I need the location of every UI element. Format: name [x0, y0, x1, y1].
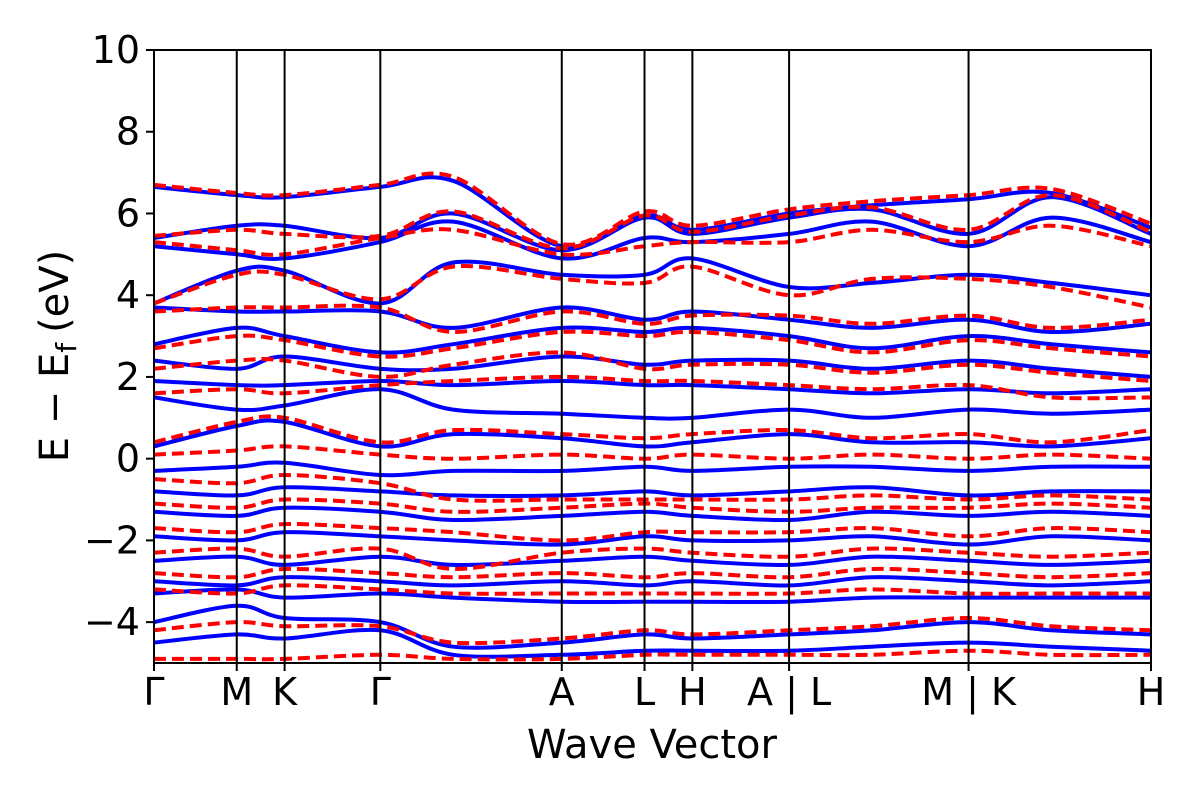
x-tick-label: H	[1137, 670, 1166, 714]
y-axis-label-subscript: f	[50, 342, 83, 353]
x-tick-label: L	[634, 670, 655, 714]
x-tick-label: M	[220, 670, 253, 714]
y-axis-ticks: −4 −2 0 2 4 6 8 10	[84, 28, 154, 644]
y-tick-label: 0	[116, 437, 140, 481]
x-axis-label: Wave Vector	[527, 722, 778, 768]
dashed-band-line	[154, 303, 1151, 335]
y-tick-label: 4	[116, 273, 140, 317]
x-tick-label: Γ	[370, 670, 391, 714]
x-tick-label: A	[549, 670, 575, 714]
y-tick-label: 2	[116, 355, 140, 399]
x-tick-label: Γ	[143, 670, 164, 714]
y-axis-label: E − Ef (eV)	[32, 250, 83, 463]
y-axis-label-unit: (eV)	[32, 250, 78, 333]
y-tick-label: 10	[92, 28, 140, 72]
y-axis-label-main: E − E	[32, 353, 78, 463]
y-tick-label: −2	[84, 518, 140, 562]
x-tick-label: A | L	[747, 670, 831, 715]
x-tick-label: K	[272, 670, 298, 714]
high-symmetry-lines	[235, 50, 970, 663]
y-tick-label: −4	[84, 600, 140, 644]
dashed-band-line	[154, 193, 1151, 251]
plot-frame	[153, 49, 1152, 664]
y-tick-label: 8	[116, 110, 140, 154]
solid-band-line	[154, 195, 1151, 253]
x-tick-label: M | K	[921, 670, 1017, 715]
x-tick-label: H	[678, 670, 707, 714]
dashed-band-line	[154, 171, 1151, 247]
y-tick-label: 6	[116, 191, 140, 235]
